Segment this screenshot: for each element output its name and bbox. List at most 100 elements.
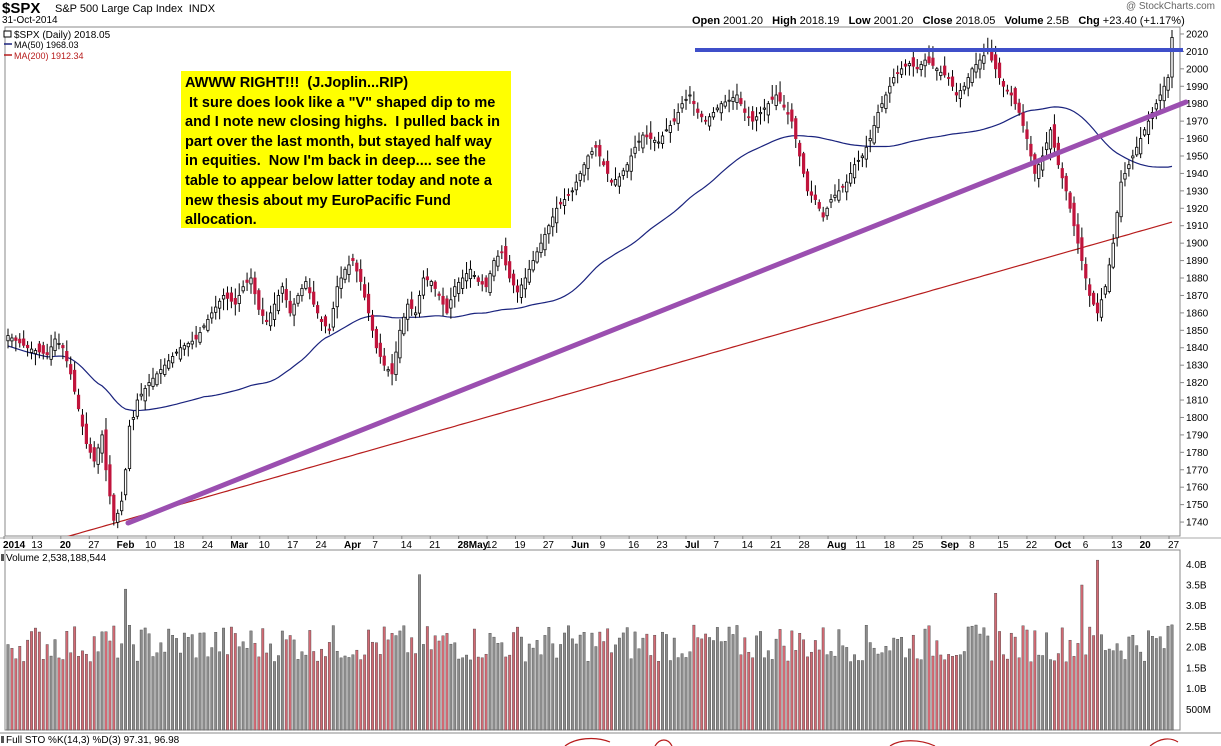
x-tick-label: 22 bbox=[1026, 540, 1038, 551]
volume-bar bbox=[900, 637, 903, 731]
volume-bar bbox=[390, 633, 394, 731]
candle bbox=[833, 194, 837, 198]
volume-bar bbox=[868, 642, 872, 731]
candle bbox=[382, 355, 386, 366]
candle bbox=[343, 268, 347, 280]
volume-bar bbox=[100, 631, 104, 731]
x-tick-label: 28 bbox=[799, 540, 811, 551]
volume-bar bbox=[637, 648, 641, 731]
volume-bar bbox=[402, 625, 406, 731]
candle bbox=[547, 225, 551, 235]
ohlc-high: High 2018.19 bbox=[772, 15, 843, 27]
volume-bar bbox=[810, 651, 813, 731]
candle bbox=[856, 159, 861, 162]
candle bbox=[461, 277, 465, 289]
y-tick-label: 1890 bbox=[1186, 256, 1209, 267]
volume-bar bbox=[1088, 626, 1092, 731]
volume-bar bbox=[829, 651, 833, 731]
candle bbox=[504, 246, 508, 266]
candle bbox=[33, 350, 38, 355]
x-tick-label: Sep bbox=[941, 540, 959, 551]
volume-bar bbox=[966, 626, 970, 731]
volume-bar bbox=[892, 637, 896, 731]
volume-bar bbox=[61, 659, 65, 731]
candle bbox=[92, 447, 96, 462]
candle bbox=[751, 111, 755, 122]
candle bbox=[351, 258, 355, 261]
x-tick-label: 27 bbox=[543, 540, 555, 551]
volume-bar bbox=[1115, 643, 1119, 731]
y-tick-label: 1860 bbox=[1186, 308, 1209, 319]
y-tick-label: 1880 bbox=[1186, 274, 1209, 285]
volume-tick-label: 3.0B bbox=[1186, 601, 1207, 612]
candle bbox=[754, 116, 759, 121]
volume-bar bbox=[249, 630, 253, 731]
candle bbox=[108, 464, 112, 497]
x-tick-label: 15 bbox=[998, 540, 1010, 551]
volume-bar bbox=[34, 627, 37, 731]
candle bbox=[946, 77, 951, 79]
candle bbox=[939, 71, 943, 76]
volume-bar bbox=[1002, 654, 1005, 731]
x-tick-label: 16 bbox=[628, 540, 640, 551]
volume-bar bbox=[708, 637, 711, 731]
candle bbox=[1142, 129, 1147, 136]
candle bbox=[731, 97, 735, 102]
volume-bar bbox=[433, 635, 437, 731]
candle bbox=[127, 425, 132, 469]
candle bbox=[535, 251, 539, 263]
annotation-note: AWWW RIGHT!!! (J.Joplin...RIP) It sure d… bbox=[181, 71, 511, 228]
volume-bar bbox=[1005, 658, 1009, 731]
candle bbox=[723, 101, 727, 107]
candle bbox=[163, 364, 167, 375]
candle bbox=[402, 316, 406, 335]
candle bbox=[770, 96, 774, 100]
candle bbox=[410, 299, 414, 309]
volume-bar bbox=[398, 630, 402, 731]
volume-bar bbox=[327, 642, 331, 731]
volume-bar bbox=[676, 657, 680, 731]
volume-bar bbox=[53, 639, 57, 731]
volume-bar bbox=[574, 643, 578, 731]
candle bbox=[578, 173, 582, 181]
volume-bar bbox=[935, 640, 939, 731]
volume-bar bbox=[1170, 624, 1174, 731]
candle bbox=[892, 77, 896, 84]
volume-bar bbox=[970, 625, 974, 731]
y-tick-label: 1770 bbox=[1186, 465, 1209, 476]
volume-bar bbox=[904, 657, 907, 731]
y-tick-label: 1760 bbox=[1186, 483, 1209, 494]
candle bbox=[676, 112, 680, 124]
volume-bar bbox=[347, 657, 351, 731]
y-tick-label: 1930 bbox=[1186, 186, 1209, 197]
ohlc-low: Low 2001.20 bbox=[848, 15, 917, 27]
volume-bar bbox=[222, 627, 225, 731]
candle bbox=[53, 338, 57, 351]
volume-bar bbox=[535, 640, 539, 731]
x-tick-label: 27 bbox=[1168, 540, 1180, 551]
candle bbox=[1005, 89, 1010, 92]
volume-bar bbox=[853, 654, 856, 731]
volume-bar bbox=[163, 651, 167, 731]
volume-bar bbox=[351, 654, 355, 731]
volume-bar bbox=[308, 630, 312, 731]
volume-bar bbox=[465, 654, 468, 731]
volume-bar bbox=[386, 639, 390, 731]
x-tick-label: 17 bbox=[287, 540, 299, 551]
candle bbox=[586, 155, 590, 169]
volume-bar bbox=[802, 639, 806, 731]
candle bbox=[735, 94, 739, 103]
volume-bar bbox=[555, 657, 559, 731]
candle bbox=[335, 286, 339, 308]
candle bbox=[433, 281, 437, 289]
volume-bar bbox=[543, 635, 547, 731]
volume-bar bbox=[629, 658, 633, 731]
volume-bar bbox=[124, 588, 127, 731]
x-tick-label: 9 bbox=[600, 540, 606, 551]
candle bbox=[1162, 85, 1166, 102]
candle bbox=[57, 342, 61, 345]
volume-bar bbox=[175, 638, 178, 731]
candle bbox=[711, 112, 716, 118]
candle bbox=[1135, 146, 1139, 156]
volume-bar bbox=[504, 656, 508, 731]
